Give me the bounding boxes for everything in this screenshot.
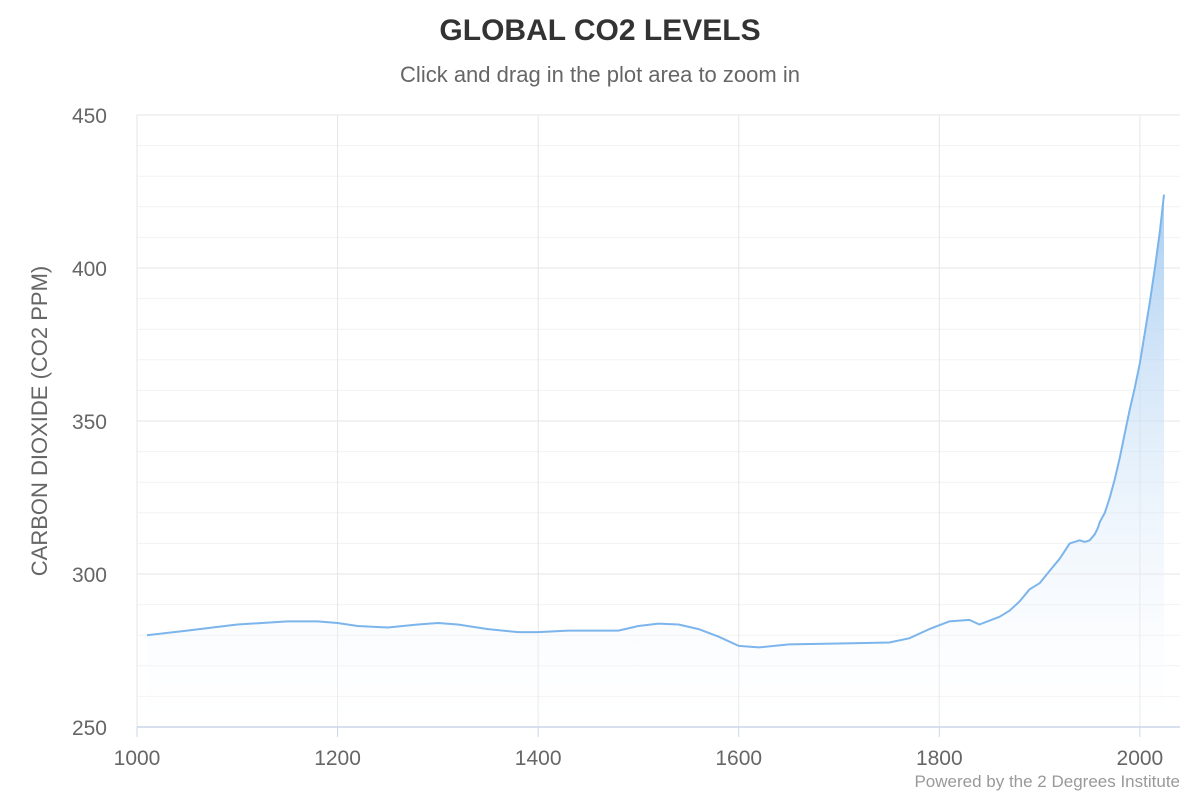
x-tick-label: 1000: [114, 747, 161, 770]
chart-subtitle: Click and drag in the plot area to zoom …: [400, 62, 800, 87]
y-tick-label: 400: [72, 258, 107, 281]
x-tick-label: 2000: [1117, 747, 1164, 770]
x-tick-label: 1400: [515, 747, 562, 770]
y-tick-label: 300: [72, 564, 107, 587]
chart-title: GLOBAL CO2 LEVELS: [439, 14, 761, 47]
series-layer: [146, 194, 1165, 728]
credits-label[interactable]: Powered by the 2 Degrees Institute: [914, 772, 1180, 791]
x-tick-label: 1800: [916, 747, 963, 770]
x-tick-label: 1600: [715, 747, 762, 770]
y-tick-label: 250: [72, 717, 107, 740]
y-axis-title: CARBON DIOXIDE (CO2 PPM): [27, 266, 52, 576]
x-tick-label: 1200: [314, 747, 361, 770]
series-line[interactable]: [146, 194, 1165, 649]
y-tick-label: 350: [72, 411, 107, 434]
axes: 250 300 350 400 450 1000 1200 1400 1600 1800 2000: [72, 105, 1180, 770]
y-tick-label: 450: [72, 105, 107, 128]
series-area-fill: [147, 194, 1164, 728]
